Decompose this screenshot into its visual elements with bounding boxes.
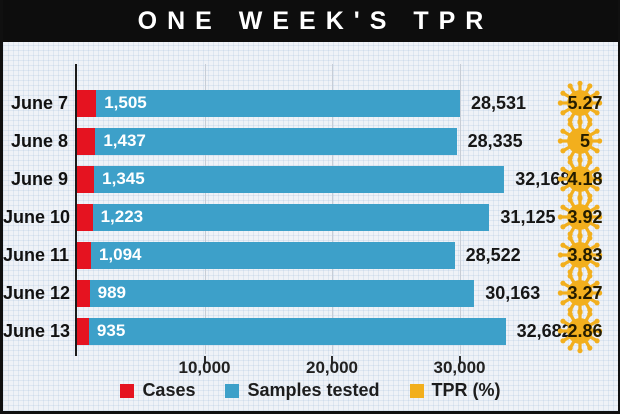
chart-header: ONE WEEK'S TPR bbox=[3, 0, 618, 42]
chart-title: ONE WEEK'S TPR bbox=[137, 6, 494, 35]
cases-bar-segment bbox=[77, 279, 90, 307]
legend-label: Cases bbox=[142, 380, 196, 400]
coronavirus-icon: 3.83 bbox=[557, 232, 603, 278]
x-axis-tick bbox=[458, 356, 461, 364]
cases-value-label: 1,223 bbox=[100, 207, 144, 226]
x-axis-tick-label: 30,000 bbox=[433, 358, 486, 377]
bar-row: June 8 1,437 28,335 bbox=[3, 122, 618, 160]
bar-row: June 13 935 32,682 bbox=[3, 312, 618, 350]
legend-item: Cases bbox=[120, 380, 195, 401]
category-label: June 13 bbox=[3, 320, 71, 341]
y-axis-line bbox=[75, 64, 77, 356]
bar-row: June 11 1,094 28,522 bbox=[3, 236, 618, 274]
tpr-value-label: 5 bbox=[579, 130, 590, 151]
bar-row: June 7 1,505 28,531 bbox=[3, 84, 618, 122]
legend-swatch bbox=[409, 383, 424, 398]
samples-value-label: 32,168 bbox=[515, 168, 571, 189]
category-label: June 10 bbox=[3, 206, 71, 227]
stacked-bar: 1,094 bbox=[77, 241, 455, 269]
legend-item: TPR (%) bbox=[409, 380, 501, 401]
x-axis-tick bbox=[331, 356, 333, 364]
category-label: June 11 bbox=[3, 244, 70, 265]
stacked-bar: 1,345 bbox=[77, 165, 505, 193]
x-axis-tick-label: 20,000 bbox=[306, 358, 358, 377]
stacked-bar: 1,223 bbox=[77, 203, 490, 231]
samples-bar-segment: 1,094 bbox=[90, 241, 455, 269]
x-axis-tick bbox=[203, 356, 206, 364]
stacked-bar: 935 bbox=[77, 317, 506, 345]
samples-bar-segment: 1,437 bbox=[95, 127, 457, 155]
cases-bar-segment bbox=[77, 241, 91, 269]
bar-row: June 10 1,223 31,125 bbox=[3, 198, 618, 236]
samples-bar-segment: 935 bbox=[88, 317, 506, 345]
cases-bar-segment bbox=[77, 89, 97, 117]
samples-bar-segment: 1,345 bbox=[94, 165, 505, 193]
cases-value-label: 989 bbox=[97, 283, 126, 302]
cases-bar-segment bbox=[77, 317, 89, 345]
coronavirus-icon: 2.86 bbox=[557, 308, 603, 354]
category-label: June 12 bbox=[3, 282, 71, 303]
cases-value-label: 1,094 bbox=[98, 245, 142, 264]
samples-value-label: 28,531 bbox=[470, 92, 527, 113]
cases-bar-segment bbox=[77, 127, 96, 155]
stacked-bar: 1,437 bbox=[77, 127, 457, 155]
stacked-bar: 989 bbox=[77, 279, 475, 307]
samples-value-label: 31,125 bbox=[500, 206, 556, 227]
legend-label: Samples tested bbox=[247, 380, 380, 400]
x-axis-tick-label: 10,000 bbox=[178, 358, 231, 377]
category-label: June 8 bbox=[10, 130, 68, 151]
legend-swatch bbox=[120, 383, 135, 398]
tpr-value-label: 3.27 bbox=[567, 282, 603, 303]
samples-bar-segment: 1,505 bbox=[96, 89, 460, 117]
category-label: June 7 bbox=[10, 92, 68, 113]
samples-value-label: 28,335 bbox=[467, 130, 523, 151]
cases-value-label: 1,437 bbox=[103, 131, 146, 150]
tpr-value-label: 3.83 bbox=[567, 244, 603, 265]
tpr-value-label: 2.86 bbox=[567, 320, 603, 341]
coronavirus-icon: 4.18 bbox=[557, 156, 603, 202]
bar-row: June 9 1,345 32,168 bbox=[3, 160, 618, 198]
samples-value-label: 32,682 bbox=[516, 320, 572, 341]
coronavirus-icon: 3.92 bbox=[557, 194, 603, 240]
tpr-value-label: 5.27 bbox=[567, 92, 603, 113]
legend: Cases Samples tested TPR (%) bbox=[3, 380, 618, 401]
samples-bar-segment: 989 bbox=[89, 279, 475, 307]
cases-value-label: 1,345 bbox=[102, 169, 145, 188]
legend-label: TPR (%) bbox=[431, 380, 501, 400]
category-label: June 9 bbox=[10, 168, 68, 189]
legend-swatch bbox=[225, 383, 240, 398]
samples-bar-segment: 1,223 bbox=[92, 203, 490, 231]
cases-bar-segment bbox=[77, 203, 93, 231]
cases-value-label: 1,505 bbox=[104, 93, 147, 112]
chart-body: June 7 1,505 28,531 June 8 1,437 28,335 June 9… bbox=[3, 42, 618, 411]
tpr-value-label: 3.92 bbox=[567, 206, 603, 227]
legend-item: Samples tested bbox=[225, 380, 380, 401]
samples-value-label: 28,522 bbox=[465, 244, 521, 265]
cases-value-label: 935 bbox=[96, 321, 126, 340]
tpr-value-label: 4.18 bbox=[567, 168, 603, 189]
coronavirus-icon: 3.27 bbox=[557, 270, 603, 316]
stacked-bar: 1,505 bbox=[77, 89, 460, 117]
bar-row: June 12 989 30,163 bbox=[3, 274, 618, 312]
cases-bar-segment bbox=[77, 165, 95, 193]
samples-value-label: 30,163 bbox=[485, 282, 541, 303]
